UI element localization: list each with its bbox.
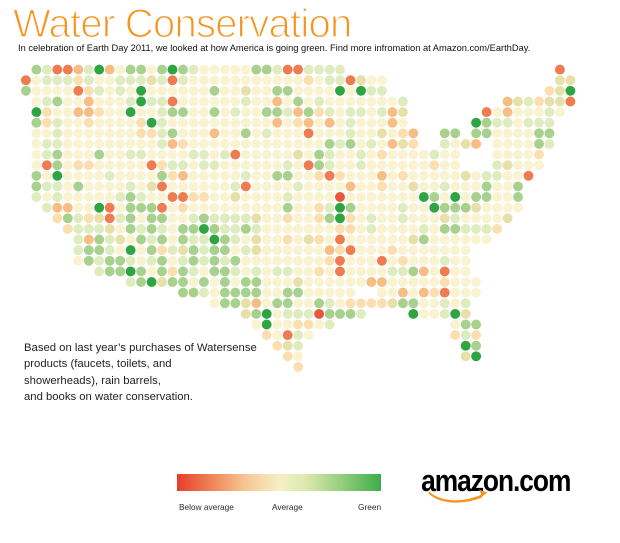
svg-text:amazon.com: amazon.com	[421, 464, 570, 498]
